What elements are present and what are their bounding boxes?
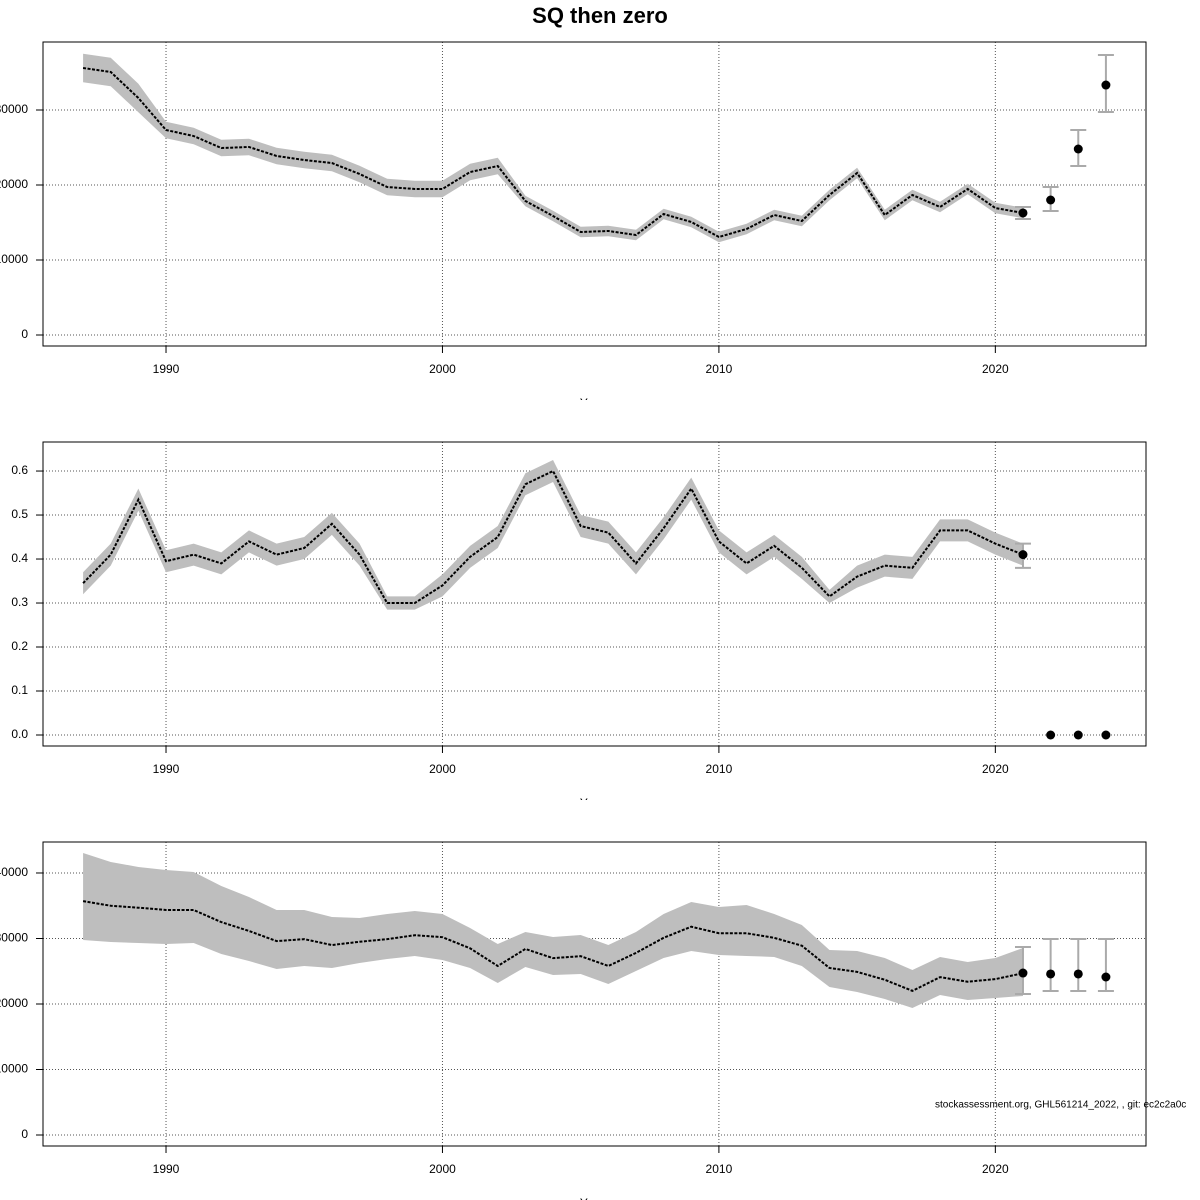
forecast-point <box>1073 730 1083 740</box>
forecast-point <box>1101 80 1111 90</box>
x-tick-label: 2010 <box>706 362 733 376</box>
y-tick-label: 0 <box>21 1127 28 1141</box>
x-tick-label: 2020 <box>982 362 1009 376</box>
forecast-point <box>1018 550 1028 560</box>
x-tick-label: 1990 <box>153 362 180 376</box>
y-tick-label: 0.1 <box>11 683 28 697</box>
x-label-group: Years <box>580 396 610 410</box>
forecast-point <box>1073 969 1083 979</box>
y-tick-label: 30000 <box>0 102 28 116</box>
y-tick-label: 0 <box>21 327 28 341</box>
y-tick-label: 40000 <box>0 865 28 879</box>
y-tick-label: 0.0 <box>11 727 28 741</box>
forecast-point <box>1018 208 1028 218</box>
x-label-group: Years <box>580 796 610 810</box>
x-tick-label: 1990 <box>153 762 180 776</box>
footnote: stockassessment.org, GHL561214_2022, , g… <box>935 1100 1186 1111</box>
y-tick-label: 10000 <box>0 252 28 266</box>
y-tick-label: 0.6 <box>11 463 28 477</box>
forecast-point <box>1073 144 1083 154</box>
x-tick-label: 1990 <box>153 1162 180 1176</box>
confidence-band <box>83 853 1023 1008</box>
forecast-point <box>1046 195 1056 205</box>
x-axis-label: Years <box>580 396 610 410</box>
confidence-band <box>83 53 1023 243</box>
x-tick-label: 2000 <box>429 762 456 776</box>
x-tick-label: 2010 <box>706 762 733 776</box>
x-axis-label: Years <box>580 796 610 810</box>
forecast-point <box>1046 730 1056 740</box>
forecast-point <box>1018 968 1028 978</box>
estimate-line <box>82 469 1024 605</box>
y-tick-label: 0.5 <box>11 507 28 521</box>
plot-frame <box>42 41 1147 347</box>
x-axis-label: Years <box>580 1196 610 1200</box>
estimate-line <box>82 67 1024 239</box>
x-tick-label: 2020 <box>982 762 1009 776</box>
panel: 1990 2000 2010 2020 0.0 0.1 0.2 0.3 0.4 0.5 0.6 <box>11 441 1147 776</box>
forecast-point <box>1101 972 1111 982</box>
figure-title: SQ then zero <box>532 3 668 28</box>
y-tick-label: 30000 <box>0 931 28 945</box>
plot-frame <box>42 841 1147 1147</box>
plot-frame <box>42 441 1147 747</box>
estimate-line <box>82 900 1024 992</box>
y-tick-label: 0.2 <box>11 639 28 653</box>
y-tick-label: 0.4 <box>11 551 28 565</box>
y-tick-label: 10000 <box>0 1062 28 1076</box>
confidence-band <box>83 460 1023 610</box>
x-tick-label: 2010 <box>706 1162 733 1176</box>
y-tick-label: 0.3 <box>11 595 28 609</box>
x-tick-label: 2000 <box>429 362 456 376</box>
x-tick-label: 2020 <box>982 1162 1009 1176</box>
x-label-group: Years <box>580 1196 610 1200</box>
x-tick-label: 2000 <box>429 1162 456 1176</box>
forecast-point <box>1101 730 1111 740</box>
forecast-point <box>1046 969 1056 979</box>
